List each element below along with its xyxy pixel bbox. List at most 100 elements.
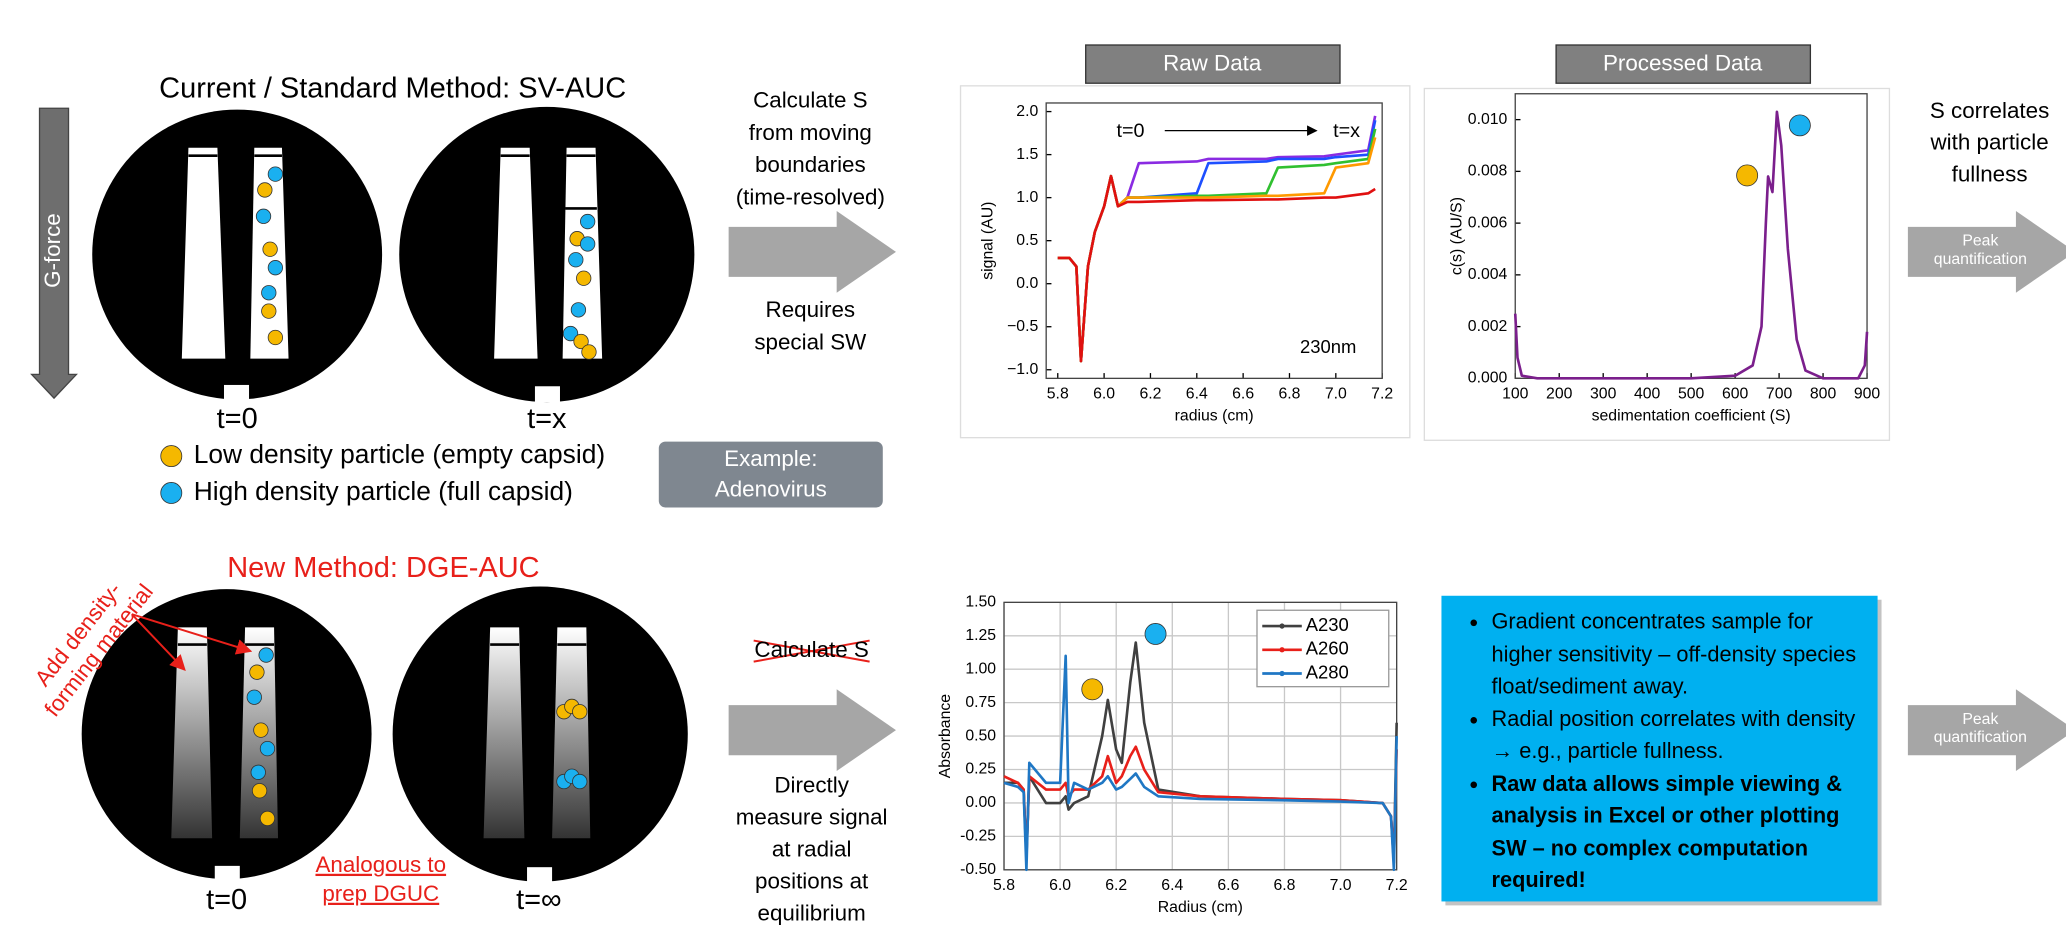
bullet: Raw data allows simple viewing & analysi… — [1492, 768, 1870, 897]
y-tick-label: −1.0 — [1007, 361, 1038, 378]
arrow-text: measure signal — [736, 805, 888, 830]
y-tick-label: 0.002 — [1468, 318, 1508, 335]
particle — [569, 253, 583, 267]
legend-label: A230 — [1306, 614, 1349, 635]
peak-text: Peak — [1962, 711, 1998, 728]
x-axis-label: sedimentation coefficient (S) — [1592, 408, 1791, 425]
time-label: t=0 — [206, 884, 247, 916]
y-tick-label: 2.0 — [1016, 103, 1038, 120]
particle — [268, 167, 282, 181]
x-tick-label: 500 — [1678, 385, 1705, 402]
bullet: Radial position correlates with density … — [1492, 703, 1870, 768]
rotor-cell — [92, 110, 382, 401]
x-tick-label: 5.8 — [1047, 385, 1069, 402]
peak-text: Peak — [1962, 232, 1998, 249]
legend-label: Low density particle (empty capsid) — [194, 439, 605, 469]
x-tick-label: 6.6 — [1217, 877, 1239, 894]
arrow-text: from moving — [749, 120, 872, 145]
y-tick-label: 1.0 — [1016, 189, 1038, 206]
y-axis-label: signal (AU) — [979, 202, 996, 280]
y-tick-label: 1.5 — [1016, 146, 1038, 163]
rotor-cell — [399, 107, 694, 402]
y-tick-label: 0.00 — [965, 794, 996, 811]
x-tick-label: 6.8 — [1273, 877, 1295, 894]
time-label: t=x — [527, 403, 567, 435]
particle — [252, 784, 266, 798]
legend-dot — [1279, 647, 1284, 652]
x-tick-label: 6.6 — [1232, 385, 1254, 402]
arrow-text: Directly — [774, 773, 849, 798]
particle — [260, 811, 274, 825]
y-tick-label: 0.000 — [1468, 370, 1508, 387]
example-text: Example: — [724, 446, 817, 471]
bullet-list: Gradient concentrates sample for higher … — [1441, 596, 1877, 897]
struck-text: Calculate S — [754, 637, 868, 662]
time-label: t=0 — [217, 403, 258, 435]
x-tick-label: 7.2 — [1371, 385, 1393, 402]
x-tick-label: 7.0 — [1325, 385, 1347, 402]
particle — [258, 183, 272, 197]
y-tick-label: 0.75 — [965, 694, 996, 711]
chart-icon — [1737, 165, 1758, 186]
particle — [580, 237, 594, 251]
slide: Gradient concentrates sample for higher … — [0, 0, 2066, 928]
y-axis-label: Absorbance — [937, 694, 954, 779]
section-title: New Method: DGE-AUC — [227, 552, 539, 584]
legend-dot — [1279, 623, 1284, 628]
chart-icon — [1789, 115, 1810, 136]
legend-marker — [161, 446, 182, 467]
x-tick-label: 5.8 — [993, 877, 1015, 894]
chart-icon — [1145, 623, 1166, 644]
x-tick-label: 6.0 — [1093, 385, 1115, 402]
bullet: Gradient concentrates sample for higher … — [1492, 606, 1870, 703]
gforce-label: G-force — [40, 213, 65, 288]
y-tick-label: 1.50 — [965, 594, 996, 611]
rotor-cell — [393, 587, 688, 883]
y-tick-label: 0.50 — [965, 727, 996, 744]
particle — [254, 723, 268, 737]
side-text: fullness — [1952, 161, 2028, 186]
x-tick-label: 800 — [1810, 385, 1837, 402]
x-tick-label: 700 — [1766, 385, 1793, 402]
peak-text: quantification — [1934, 251, 2027, 268]
x-tick-label: 6.0 — [1049, 877, 1071, 894]
x-axis-label: radius (cm) — [1175, 408, 1254, 425]
section-title: Current / Standard Method: SV-AUC — [159, 72, 626, 104]
legend-marker — [161, 482, 182, 503]
x-tick-label: 6.2 — [1105, 877, 1127, 894]
side-text: with particle — [1930, 130, 2049, 155]
y-tick-label: -0.50 — [960, 861, 996, 878]
x-tick-label: 6.4 — [1186, 385, 1208, 402]
x-tick-label: 400 — [1634, 385, 1661, 402]
x-tick-label: 6.8 — [1278, 385, 1300, 402]
particle — [262, 304, 276, 318]
x-tick-label: 300 — [1590, 385, 1617, 402]
y-axis-label: c(s) (AU/S) — [1448, 197, 1465, 275]
annotation: t=0 — [1116, 120, 1144, 142]
particle — [268, 330, 282, 344]
x-axis-label: Radius (cm) — [1158, 899, 1243, 916]
arrow-text: Requires — [766, 297, 856, 322]
particle — [582, 345, 596, 359]
x-tick-label: 600 — [1722, 385, 1749, 402]
particle — [572, 774, 586, 788]
arrow-text: Calculate S — [753, 88, 867, 113]
y-tick-label: 0.5 — [1016, 232, 1038, 249]
annotation-text: Analogous to — [315, 852, 446, 877]
y-tick-label: 1.25 — [965, 627, 996, 644]
x-tick-label: 6.4 — [1161, 877, 1183, 894]
bullet-area: Gradient concentrates sample for higher … — [1441, 596, 1877, 902]
x-tick-label: 7.0 — [1330, 877, 1352, 894]
legend-label: A280 — [1306, 661, 1349, 682]
x-tick-label: 6.2 — [1139, 385, 1161, 402]
particle — [262, 285, 276, 299]
annotation: 230nm — [1300, 336, 1356, 357]
particle — [247, 690, 261, 704]
particle — [263, 242, 277, 256]
arrow-text: at radial — [772, 837, 852, 862]
chart-title: Raw Data — [1163, 51, 1262, 76]
process-arrow — [729, 689, 896, 771]
particle — [259, 648, 273, 662]
annotation: t=x — [1333, 120, 1360, 142]
legend-dot — [1279, 671, 1284, 676]
